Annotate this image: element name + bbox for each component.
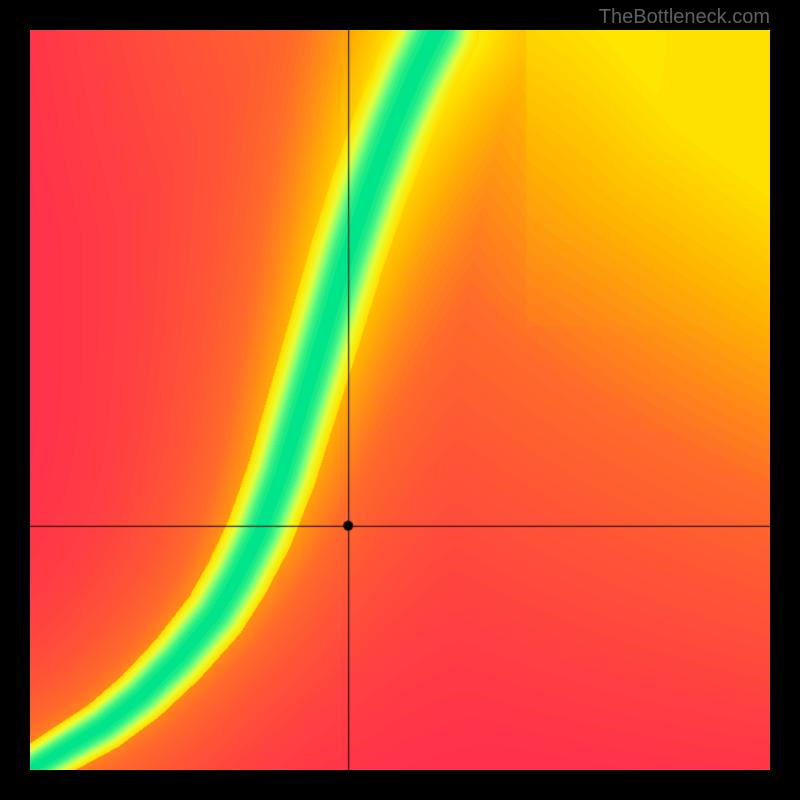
heatmap-canvas (30, 30, 770, 770)
heatmap-plot (30, 30, 770, 770)
watermark-text: TheBottleneck.com (599, 6, 770, 29)
chart-container: TheBottleneck.com (0, 0, 800, 800)
